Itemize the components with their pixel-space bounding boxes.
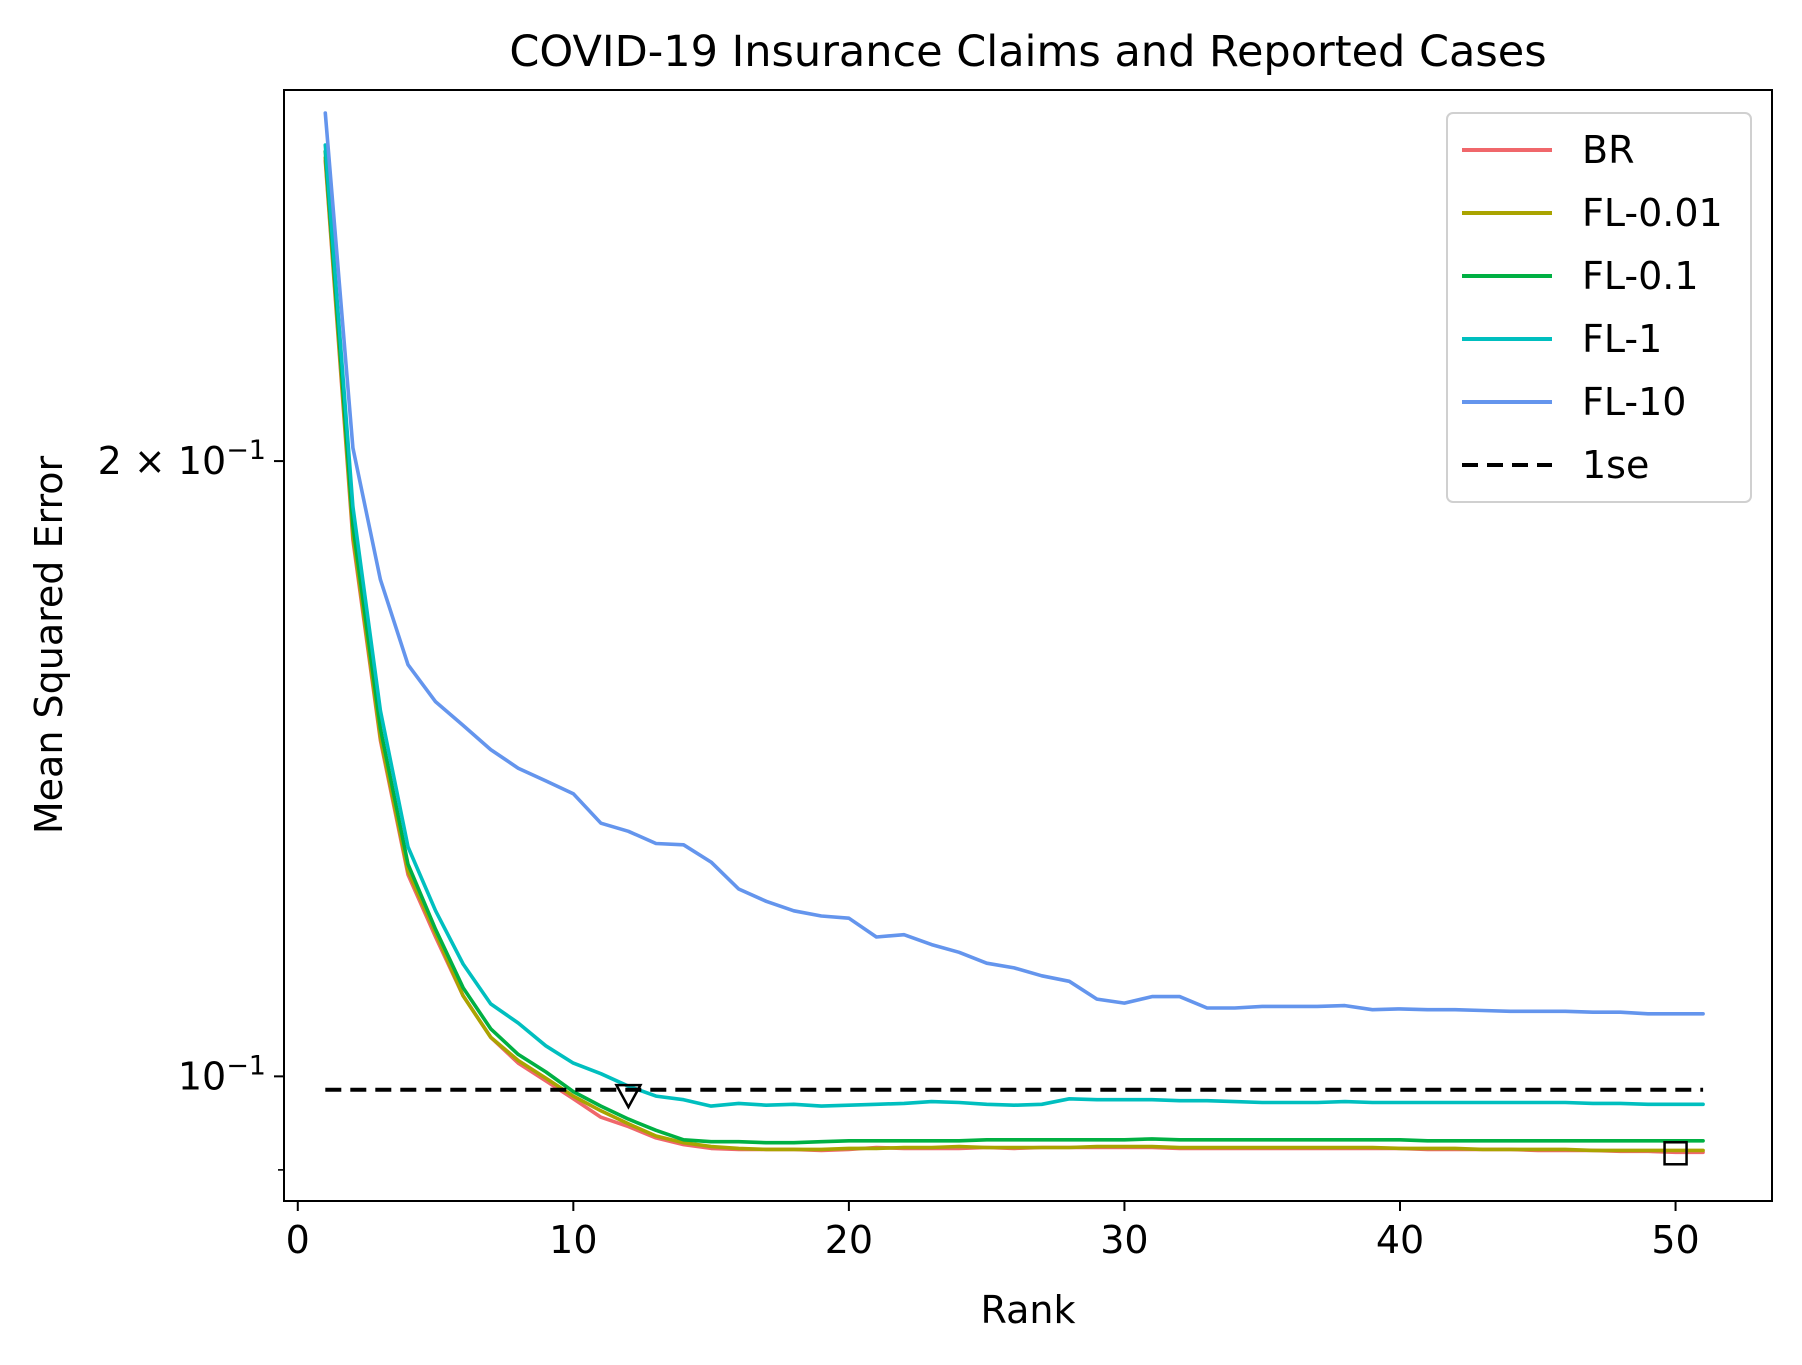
legend-label: FL-0.01 <box>1582 191 1723 235</box>
x-tick-label: 0 <box>286 1218 310 1262</box>
series-layer <box>323 111 1705 1155</box>
x-tick-label: 20 <box>825 1218 873 1262</box>
chart-title: COVID-19 Insurance Claims and Reported C… <box>509 27 1546 77</box>
series-line-fl-0-1 <box>323 149 1705 1145</box>
legend-label: FL-10 <box>1582 380 1686 424</box>
plot-area <box>283 89 1773 1202</box>
marker-layer <box>614 1083 1688 1166</box>
x-axis-label: Rank <box>981 1288 1076 1332</box>
legend-label: FL-1 <box>1582 317 1662 361</box>
x-tick-label: 30 <box>1100 1218 1148 1262</box>
y-tick-label: 2 × 10−1 <box>98 435 266 483</box>
marker-square <box>1663 1141 1688 1166</box>
series-line-fl-1 <box>323 143 1705 1108</box>
y-axis-ticks: 10−1 2 × 10−1 <box>98 435 284 1171</box>
legend-label: FL-0.1 <box>1582 254 1699 298</box>
legend-items: BR FL-0.01 FL-0.1 FL-1 FL-10 1se <box>1462 128 1723 487</box>
axes-frame <box>283 89 1773 1202</box>
x-tick-label: 40 <box>1376 1218 1424 1262</box>
series-line-fl-0-01 <box>323 155 1705 1153</box>
x-tick-label: 50 <box>1651 1218 1699 1262</box>
legend: BR FL-0.01 FL-0.1 FL-1 FL-10 1se <box>1446 112 1752 503</box>
x-axis-ticks: 0 10 20 30 40 50 <box>286 1201 1700 1262</box>
legend-label: BR <box>1582 128 1634 172</box>
y-tick-label: 10−1 <box>178 1050 266 1098</box>
x-tick-label: 10 <box>549 1218 597 1262</box>
legend-label: 1se <box>1582 443 1649 487</box>
series-line-fl-10 <box>323 111 1705 1016</box>
legend-box <box>1446 112 1752 503</box>
y-axis-label: Mean Squared Error <box>27 456 71 835</box>
marker-triangle-down <box>614 1083 643 1110</box>
